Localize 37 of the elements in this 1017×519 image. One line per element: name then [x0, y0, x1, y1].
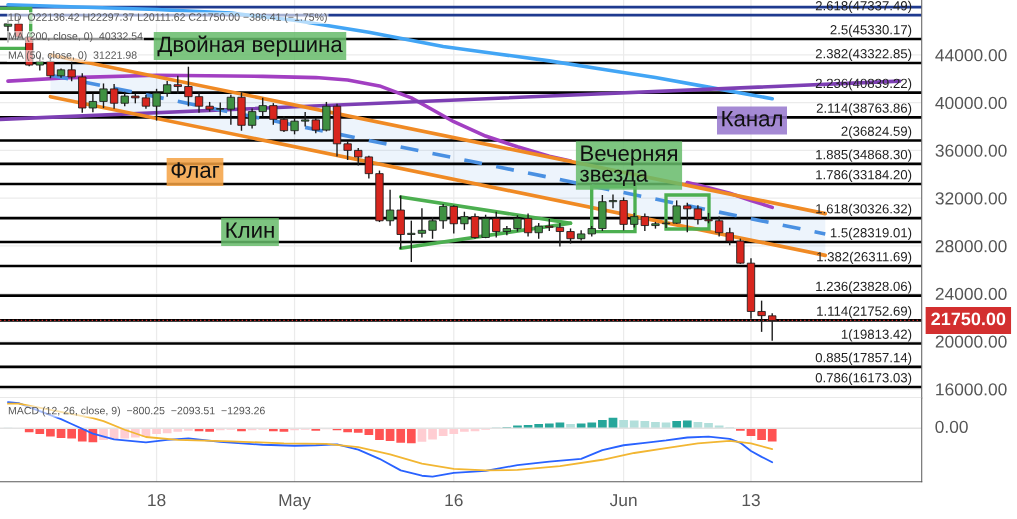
y-tick-label: 32000.00 — [935, 192, 1007, 205]
ref-line-label: 1.114(21752.69) — [817, 306, 912, 319]
ref-line-label: 2.382(43322.85) — [815, 48, 912, 61]
ref-line-label: 1.618(30326.32) — [816, 203, 912, 217]
ref-line-label: 2.5(45330.17) — [830, 24, 912, 38]
ref-line-label: 1.786(33184.20) — [816, 169, 912, 182]
annotation: MA (50, close, 0) 31221.98 — [8, 51, 137, 61]
ref-line-label: 0.885(17857.14) — [815, 352, 912, 365]
annotation: 1D O22136.42 H22297.37 L20111.62 C21750.00 −386.41 (−1.75%) — [8, 13, 327, 23]
annotation: Вечерняя звезда — [580, 145, 677, 187]
ref-line-label: 1.382(26311.69) — [817, 251, 912, 264]
x-tick-label: 16 — [445, 493, 463, 507]
ref-line-label: 21750.00 — [931, 312, 1006, 326]
annotation: Флаг — [171, 162, 220, 178]
y-tick-label: 28000.00 — [935, 240, 1007, 253]
annotation: Клин — [226, 222, 274, 238]
ref-line-label: 1(19813.42) — [841, 329, 912, 342]
ref-line-label: 2.114(38763.86) — [816, 103, 912, 116]
y-tick-label: 20000.00 — [935, 335, 1007, 348]
x-tick-label: May — [279, 494, 311, 510]
ref-line-label: 2(36824.59) — [841, 126, 912, 139]
ref-line-label: 0.00 — [935, 420, 968, 433]
annotation: Канал — [722, 110, 782, 127]
y-tick-label: 44000.00 — [935, 49, 1007, 62]
y-tick-label: 40000.00 — [935, 96, 1007, 110]
ref-line-label: 1.236(23828.06) — [816, 281, 912, 294]
x-tick-label: 18 — [148, 493, 166, 507]
annotation: Двойная вершина — [157, 35, 343, 57]
y-tick-label: 36000.00 — [935, 144, 1007, 157]
ref-line-label: 1.885(34868.30) — [816, 149, 912, 162]
y-tick-label: 16000.00 — [936, 383, 1007, 396]
ref-line-label: 1.5(28319.01) — [830, 227, 912, 241]
x-tick-label: Jun — [609, 494, 637, 507]
y-tick-label: 24000.00 — [935, 287, 1007, 301]
annotation: MACD (12, 26, close, 9) −800.25 −2093.51 −1293.26 — [8, 406, 265, 417]
x-tick-label: 13 — [742, 493, 760, 507]
ref-line-label: 0.786(16173.03) — [815, 372, 912, 385]
